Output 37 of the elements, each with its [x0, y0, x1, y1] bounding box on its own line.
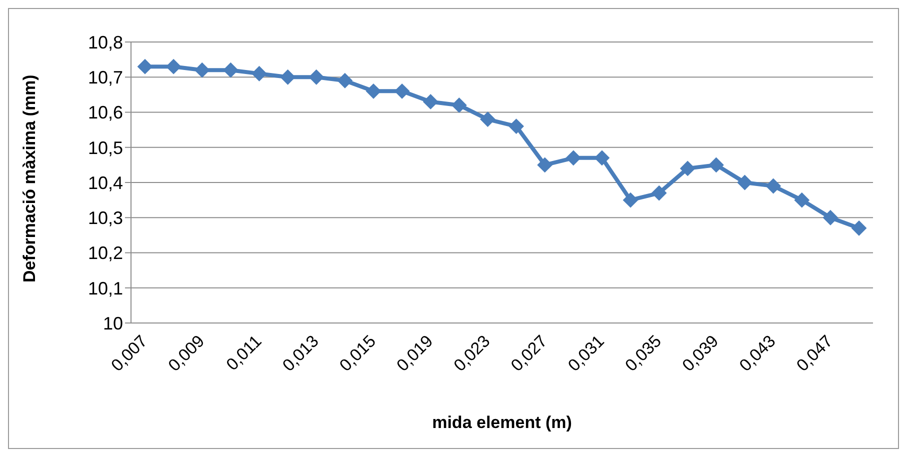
point [252, 66, 267, 82]
point [822, 210, 838, 226]
y-tick-label: 10,3 [88, 208, 123, 228]
point [594, 150, 610, 166]
point [737, 175, 752, 190]
x-axis-title: mida element (m) [432, 413, 572, 432]
point [138, 59, 152, 74]
y-tick-label: 10,1 [88, 278, 123, 298]
point [194, 62, 210, 78]
point [394, 84, 410, 99]
point [166, 59, 182, 74]
y-tick-label: 10,8 [88, 32, 123, 52]
point [452, 98, 467, 113]
y-tick-label: 10 [102, 313, 123, 334]
y-tick-label: 10,5 [88, 138, 123, 158]
point [480, 112, 496, 127]
point [623, 192, 638, 208]
y-tick-label: 10,6 [88, 102, 123, 123]
point [223, 62, 238, 78]
point [680, 160, 696, 176]
point [794, 192, 810, 208]
point [852, 220, 866, 236]
point [537, 157, 552, 172]
point [708, 157, 724, 172]
point [423, 94, 438, 110]
point [280, 70, 296, 85]
point [337, 73, 352, 88]
y-tick-label: 10,4 [88, 172, 123, 193]
point [766, 178, 781, 194]
point [366, 84, 381, 99]
y-tick-label: 10,7 [88, 68, 123, 88]
point [508, 118, 524, 134]
point [566, 150, 581, 166]
y-axis-title: Deformació màxima (mm) [20, 74, 40, 282]
y-tick-label: 10,2 [88, 243, 123, 264]
point [308, 70, 324, 85]
point [652, 186, 667, 201]
